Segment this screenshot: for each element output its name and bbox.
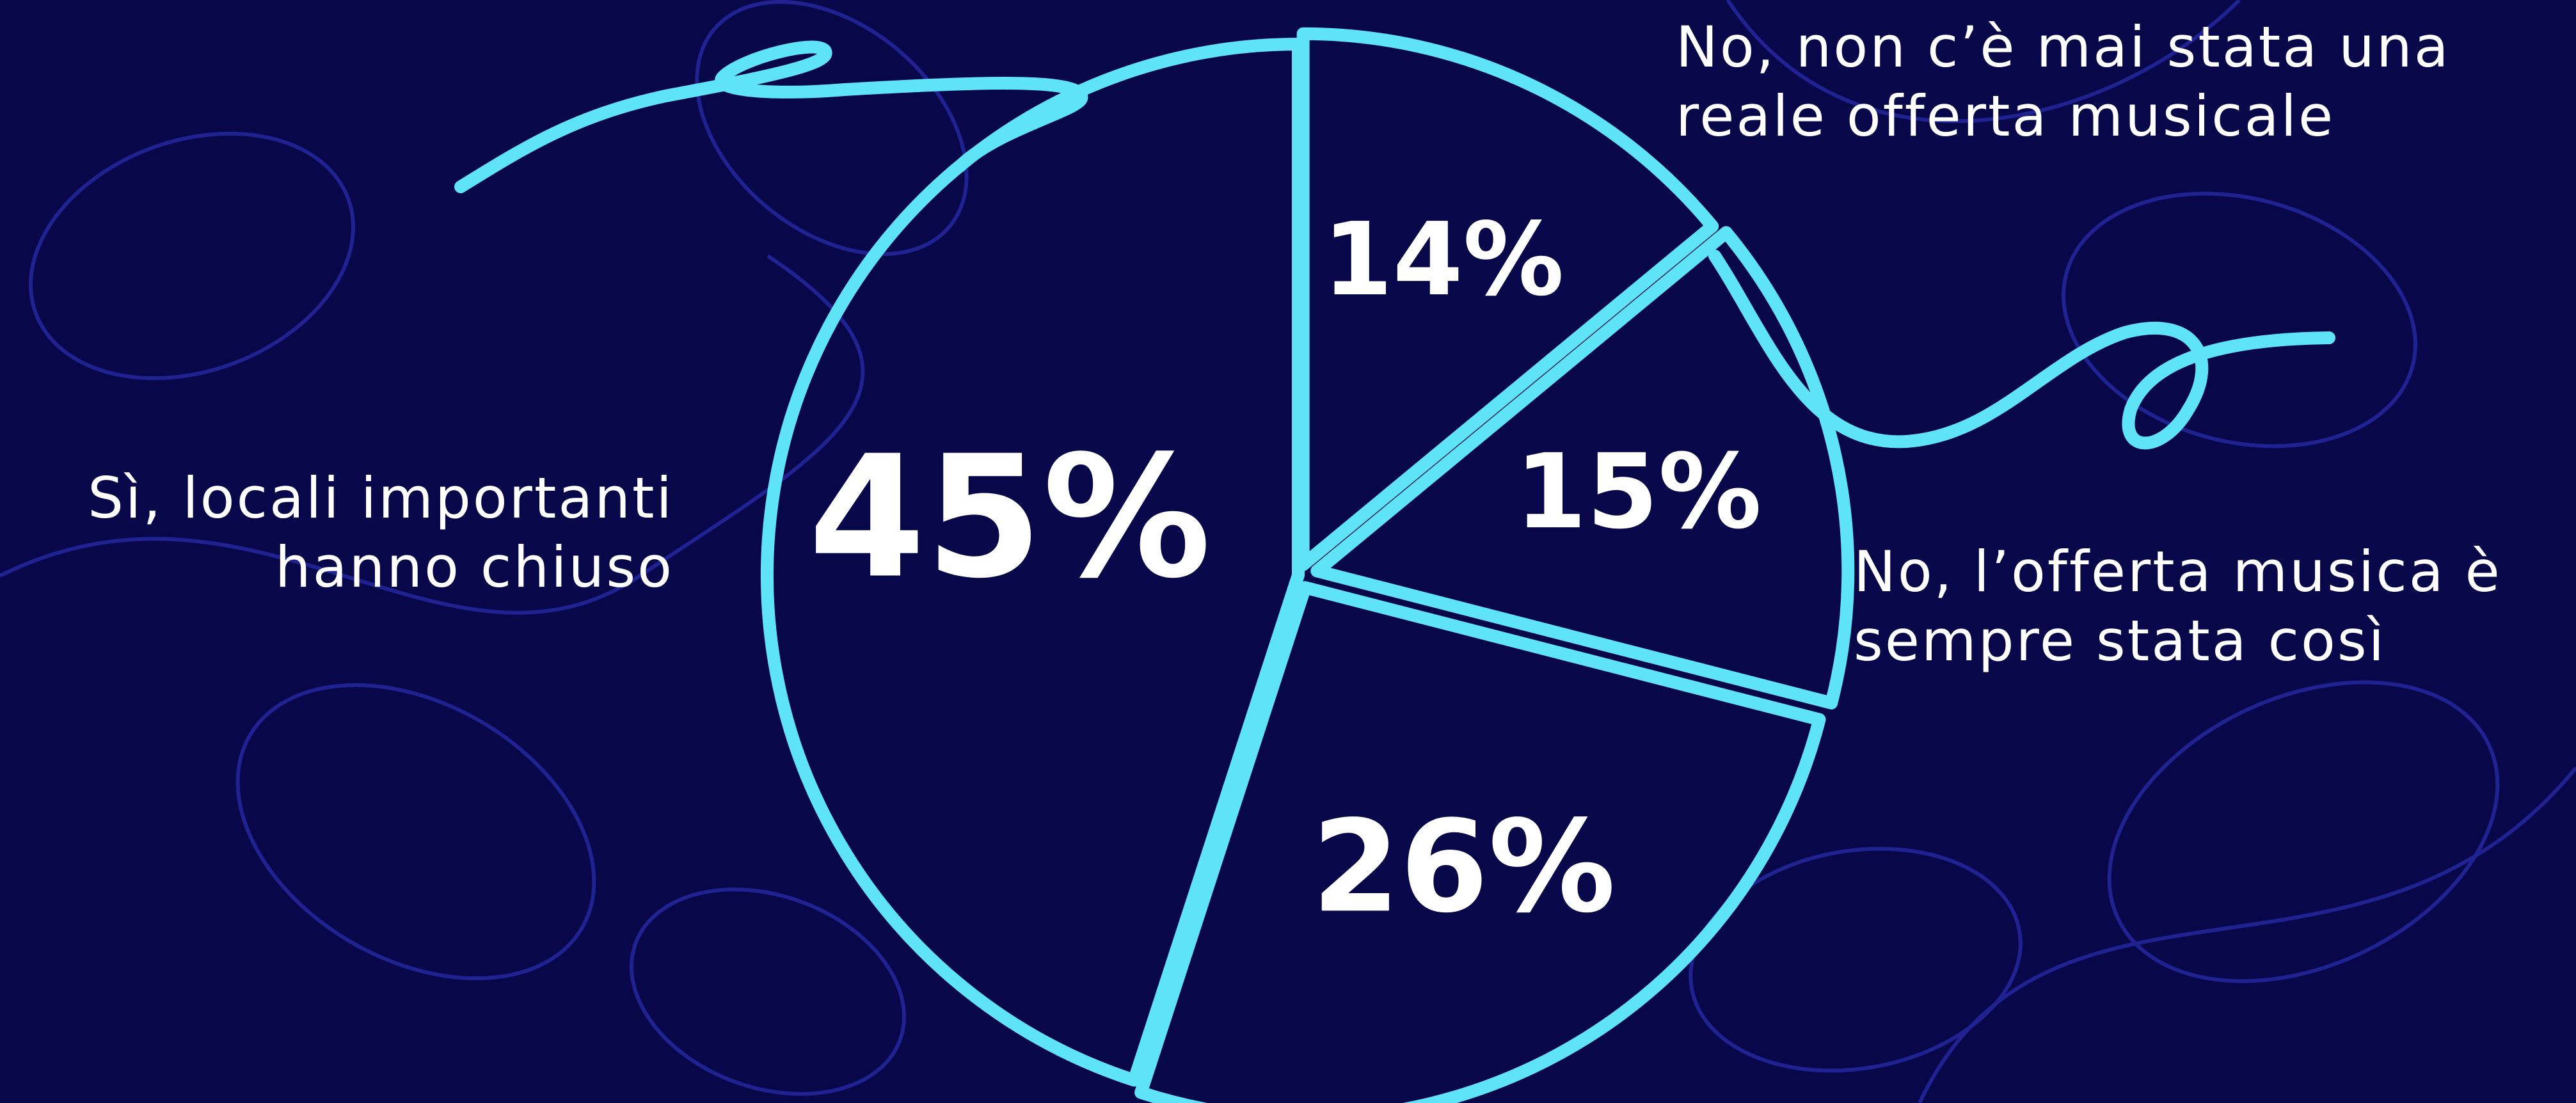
category-label: Sì, locali importanti hanno chiuso bbox=[88, 465, 674, 600]
pie-slice bbox=[1134, 581, 1826, 1103]
category-label: No, l’offerta musica è sempre stata così bbox=[1854, 539, 2502, 674]
category-label: No, non c’è mai stata una reale offerta … bbox=[1676, 14, 2451, 149]
pie-slice bbox=[761, 38, 1305, 1087]
value-label: 14% bbox=[1323, 202, 1564, 319]
pie-slice bbox=[1296, 27, 1719, 571]
pie-slice bbox=[1310, 226, 1855, 710]
value-label: 45% bbox=[808, 420, 1211, 615]
value-label: 26% bbox=[1312, 793, 1616, 940]
value-label: 15% bbox=[1515, 432, 1761, 552]
